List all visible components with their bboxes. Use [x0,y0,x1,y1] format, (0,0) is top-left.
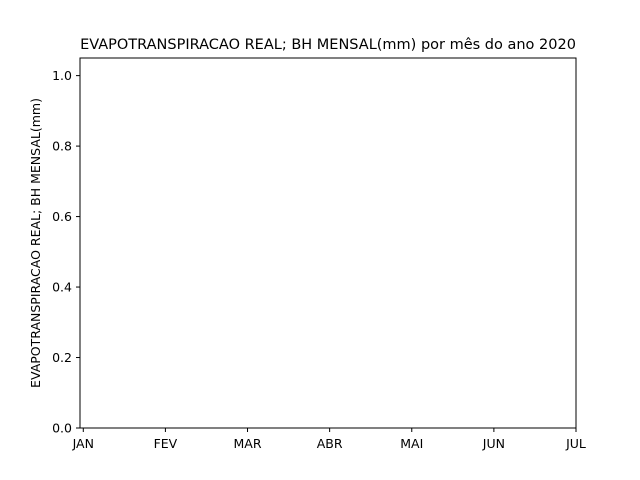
x-tick-label: JUL [565,436,586,451]
y-axis-ticks: 0.0 0.2 0.4 0.6 0.8 1.0 [52,68,80,436]
x-tick-label: MAR [234,436,262,451]
plot-area [79,57,577,429]
y-tick-label: 1.0 [52,68,72,83]
y-tick-label: 0.2 [52,350,72,365]
y-tick-label: 0.0 [52,421,72,436]
x-tick-label: JUN [482,436,505,451]
x-tick-label: MAI [400,436,423,451]
x-axis-ticks: JAN FEV MAR ABR MAI JUN JUL [72,428,586,451]
x-tick-label: JAN [72,436,94,451]
y-tick-label: 0.4 [52,280,72,295]
y-axis-label: EVAPOTRANSPIRACAO REAL; BH MENSAL(mm) [28,98,43,388]
chart-title: EVAPOTRANSPIRACAO REAL; BH MENSAL(mm) po… [80,37,576,53]
y-tick-label: 0.8 [52,139,72,154]
x-tick-label: ABR [317,436,343,451]
x-tick-label: FEV [154,436,178,451]
y-tick-label: 0.6 [52,209,72,224]
